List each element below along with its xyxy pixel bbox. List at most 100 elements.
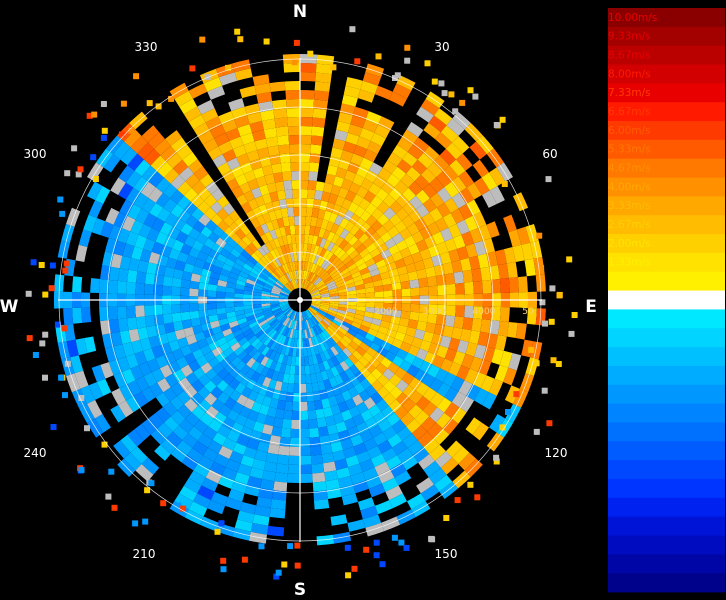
velocity-cell	[54, 274, 65, 292]
velocity-cell	[456, 339, 469, 354]
velocity-cell	[259, 184, 270, 196]
velocity-cell	[266, 338, 275, 349]
velocity-cell	[84, 425, 90, 432]
velocity-cell	[293, 383, 300, 394]
velocity-cell	[288, 216, 295, 226]
velocity-cell	[362, 316, 373, 324]
velocity-cell	[233, 243, 245, 254]
velocity-cell	[387, 433, 403, 448]
velocity-cell	[146, 262, 158, 275]
velocity-cell	[304, 320, 309, 330]
velocity-cell	[249, 121, 264, 133]
velocity-cell	[193, 493, 211, 509]
velocity-cell	[240, 224, 251, 236]
velocity-cell	[429, 378, 443, 393]
velocity-cell	[356, 165, 369, 179]
velocity-cell	[319, 352, 327, 362]
velocity-cell	[216, 253, 228, 264]
velocity-cell	[215, 352, 227, 363]
velocity-cell	[153, 284, 163, 296]
velocity-cell	[339, 360, 350, 372]
velocity-cell	[200, 226, 213, 238]
velocity-cell	[274, 117, 288, 128]
velocity-cell	[389, 493, 407, 509]
velocity-cell	[480, 266, 491, 281]
bearing-tick-label: 300	[24, 147, 47, 161]
velocity-cell	[113, 344, 126, 360]
velocity-cell	[318, 333, 326, 343]
velocity-cell	[113, 371, 128, 389]
velocity-cell	[229, 366, 241, 379]
velocity-cell	[347, 263, 358, 272]
velocity-cell	[341, 271, 352, 279]
velocity-cell	[345, 311, 356, 318]
velocity-cell	[135, 282, 145, 295]
velocity-cell	[300, 125, 313, 136]
velocity-cell	[226, 157, 241, 171]
velocity-cell	[521, 242, 534, 261]
velocity-cell	[77, 166, 84, 173]
velocity-cell	[304, 311, 309, 320]
colorbar-swatch	[608, 64, 725, 84]
velocity-cell	[188, 159, 203, 174]
velocity-cell	[365, 258, 376, 268]
velocity-cell	[330, 147, 343, 159]
velocity-cell	[205, 469, 222, 484]
velocity-cell	[482, 346, 495, 363]
velocity-cell	[349, 224, 360, 236]
velocity-cell	[385, 455, 402, 470]
velocity-cell	[436, 382, 451, 398]
velocity-cell	[458, 452, 477, 471]
velocity-cell	[375, 331, 387, 341]
velocity-cell	[490, 306, 501, 321]
velocity-cell	[149, 382, 164, 398]
velocity-cell	[419, 360, 433, 374]
velocity-cell	[42, 291, 49, 298]
velocity-cell	[185, 255, 198, 266]
velocity-cell	[305, 216, 312, 226]
velocity-cell	[399, 227, 412, 240]
velocity-cell	[243, 294, 253, 299]
velocity-cell	[389, 386, 403, 400]
velocity-cell	[347, 519, 366, 532]
velocity-cell	[261, 290, 271, 295]
velocity-cell	[252, 288, 263, 294]
velocity-cell	[231, 401, 244, 414]
velocity-cell	[459, 99, 466, 106]
velocity-cell	[474, 494, 481, 501]
velocity-cell	[248, 321, 259, 329]
velocity-cell	[118, 131, 125, 138]
velocity-cell	[281, 289, 290, 295]
velocity-cell	[420, 99, 440, 116]
velocity-cell	[453, 234, 466, 249]
velocity-cell	[394, 258, 406, 269]
velocity-cell	[347, 161, 360, 174]
velocity-cell	[266, 328, 275, 337]
velocity-cell	[313, 245, 320, 255]
velocity-cell	[171, 304, 181, 314]
velocity-cell	[252, 264, 263, 274]
velocity-cell	[183, 478, 202, 494]
velocity-cell	[188, 247, 201, 259]
velocity-cell	[99, 306, 110, 321]
velocity-cell	[515, 322, 527, 340]
velocity-cell	[453, 271, 465, 284]
velocity-cell	[330, 256, 340, 266]
velocity-cell	[436, 345, 449, 359]
velocity-cell	[128, 328, 140, 343]
velocity-cell	[295, 270, 299, 280]
velocity-cell	[312, 108, 327, 119]
velocity-cell	[221, 467, 238, 481]
velocity-cell	[175, 502, 182, 509]
velocity-cell	[287, 125, 300, 136]
velocity-cell	[322, 229, 331, 240]
velocity-cell	[317, 310, 326, 317]
velocity-cell	[328, 307, 338, 313]
velocity-cell	[315, 181, 325, 192]
velocity-cell	[304, 261, 309, 271]
velocity-cell	[336, 249, 346, 259]
velocity-cell	[464, 458, 483, 477]
velocity-cell	[419, 248, 432, 261]
velocity-cell	[252, 74, 270, 86]
velocity-cell	[381, 314, 392, 323]
